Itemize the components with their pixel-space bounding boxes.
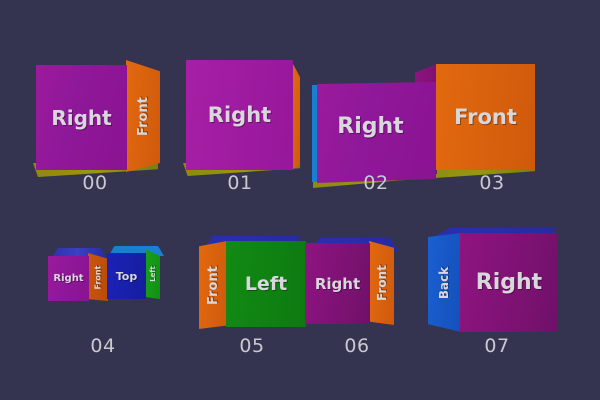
cube-04a-face-right: Right	[48, 256, 89, 301]
cube-05-left-text: Left	[244, 273, 288, 295]
cube-00-right-text: Right	[51, 105, 112, 130]
cube-06-front-text: Front	[374, 265, 389, 301]
cube-label-06: 06	[344, 335, 370, 357]
cube-04a-front-text: Front	[93, 265, 103, 289]
cube-04b-face-top: Top	[107, 253, 146, 299]
cube-01-face-front	[292, 62, 300, 170]
cube-label-04: 04	[90, 335, 116, 357]
cube-07-back-text: Back	[437, 266, 452, 299]
cube-04a-right-text: Right	[53, 273, 84, 284]
cube-01-right-text: Right	[207, 103, 272, 127]
cube-03-front-text: Front	[454, 105, 517, 129]
cube-cell-02: Right 02	[300, 0, 480, 210]
cube-label-03: 03	[479, 172, 505, 194]
cube-02-right-text: Right	[337, 114, 404, 139]
cube-04b-face-topedge	[108, 246, 164, 256]
cube-label-05: 05	[239, 335, 265, 357]
cube-cell-07: Back Right 07	[410, 0, 600, 380]
cube-06-face-front: Front	[369, 241, 394, 325]
cube-cell-06: Front Right 06	[300, 0, 460, 380]
cube-label-07: 07	[484, 335, 510, 357]
cube-cell-01: Right 01	[170, 0, 330, 200]
cube-01-face-right: Right	[186, 60, 293, 170]
cube-06-face-right: Right	[305, 243, 370, 324]
cube-00-face-right: Right	[36, 65, 127, 170]
cube-cell-05: Front Left 05	[170, 0, 330, 380]
cube-00-face-front: Front	[126, 60, 160, 172]
cube-label-00: 00	[82, 172, 108, 194]
cube-04b-face-left: Left	[145, 249, 160, 299]
cube-04b-left-text: Left	[148, 266, 157, 282]
cube-05-face-front: Front	[199, 241, 227, 329]
cube-04a-face-front: Front	[88, 253, 108, 301]
cube-07-face-right: Right	[460, 233, 558, 332]
cube-04b-top-text: Top	[115, 269, 138, 283]
cube-02-face-right: Right	[317, 82, 436, 183]
cube-07-face-back: Back	[428, 233, 461, 332]
cube-07-right-text: Right	[475, 270, 543, 295]
cube-05-front-text: Front	[205, 265, 221, 305]
cube-03-face-bottom	[420, 168, 535, 179]
cube-03-face-front: Front	[436, 64, 535, 170]
cube-cell-00: Front Right 00	[0, 0, 180, 200]
cube-label-01: 01	[227, 172, 253, 194]
cube-02-face-back	[312, 85, 318, 182]
cube-cell-04: Front Right Left Top 04	[0, 0, 180, 380]
cube-06-right-text: Right	[314, 274, 361, 293]
cube-05-face-left: Left	[226, 241, 306, 327]
cube-label-02: 02	[363, 172, 389, 194]
